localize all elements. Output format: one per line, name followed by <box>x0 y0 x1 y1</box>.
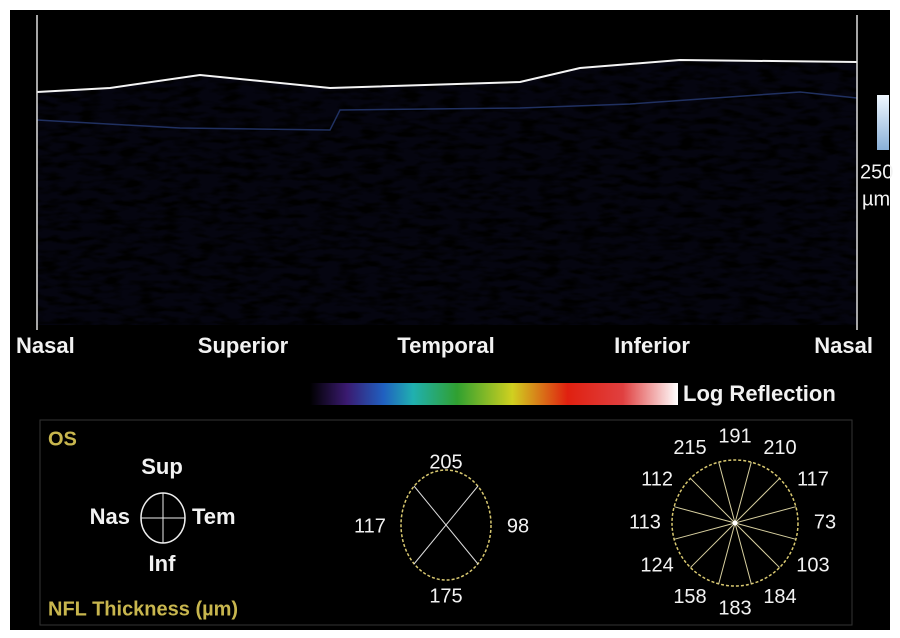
legend-title: NFL Thickness (µm) <box>48 598 238 620</box>
clock-value: 183 <box>718 597 751 619</box>
position-label: Nasal <box>814 333 873 358</box>
clock-value: 184 <box>763 586 796 608</box>
position-label: Temporal <box>397 333 494 358</box>
position-label: Inferior <box>614 333 690 358</box>
clock-value: 73 <box>814 511 836 533</box>
clock-value: 112 <box>641 468 673 490</box>
clock-value: 124 <box>640 554 673 576</box>
orientation-label: Tem <box>192 504 236 529</box>
quadrant-value: 117 <box>354 515 386 537</box>
clock-value: 215 <box>673 437 706 459</box>
position-label: Nasal <box>16 333 75 358</box>
scale-unit: µm <box>862 188 890 210</box>
quadrant-value: 98 <box>507 515 529 537</box>
eye-label: OS <box>48 428 77 450</box>
orientation-label: Inf <box>149 551 177 576</box>
quadrant-value: 175 <box>429 585 462 607</box>
clock-value: 158 <box>673 586 706 608</box>
clock-value: 113 <box>629 511 661 533</box>
orientation-label: Sup <box>141 454 183 479</box>
clock-value: 117 <box>797 468 829 490</box>
clock-value: 210 <box>763 437 796 459</box>
clock-value: 191 <box>718 425 751 447</box>
clock-value: 103 <box>796 554 829 576</box>
color-bar-label: Log Reflection <box>683 381 836 406</box>
position-label: Superior <box>198 333 289 358</box>
scale-label: 250 <box>860 161 893 183</box>
color-bar <box>310 383 678 405</box>
oct-report: Nasal Superior Temporal Inferior Nasal 2… <box>0 0 900 633</box>
orientation-label: Nas <box>90 504 130 529</box>
clock-center <box>733 521 738 526</box>
scale-bar <box>877 95 889 150</box>
quadrant-value: 205 <box>429 451 462 473</box>
oct-scan <box>37 60 857 325</box>
